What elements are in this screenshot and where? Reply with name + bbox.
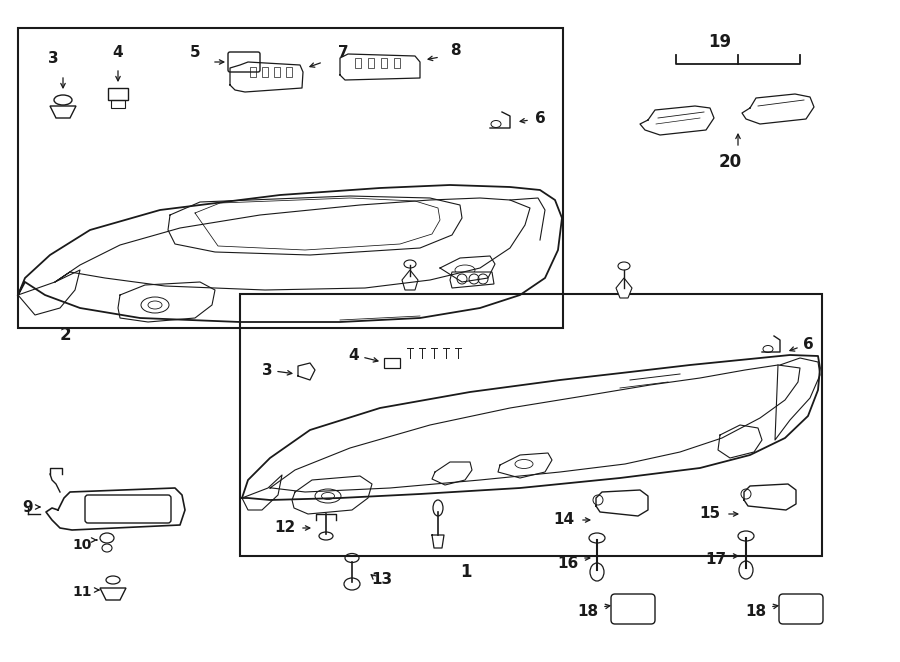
Text: 19: 19 — [708, 33, 732, 51]
Text: 3: 3 — [48, 50, 58, 66]
Text: 20: 20 — [718, 153, 742, 171]
Text: 18: 18 — [578, 604, 599, 620]
Polygon shape — [402, 270, 418, 290]
Text: 8: 8 — [450, 42, 460, 58]
Bar — [250, 67, 256, 77]
Polygon shape — [616, 278, 632, 298]
Bar — [262, 67, 268, 77]
Text: 5: 5 — [190, 44, 201, 60]
Bar — [394, 58, 400, 68]
Text: 11: 11 — [72, 585, 92, 599]
Text: 6: 6 — [535, 111, 545, 126]
Text: 18: 18 — [745, 604, 767, 620]
Bar — [355, 58, 361, 68]
Bar — [286, 67, 292, 77]
Text: 7: 7 — [338, 44, 348, 60]
Text: 13: 13 — [372, 573, 392, 587]
Text: 16: 16 — [557, 557, 579, 571]
Text: 3: 3 — [262, 363, 292, 377]
Text: 2: 2 — [59, 326, 71, 344]
Text: 4: 4 — [112, 44, 123, 60]
Text: 4: 4 — [348, 348, 378, 363]
Text: 1: 1 — [460, 563, 472, 581]
Text: 15: 15 — [699, 506, 721, 522]
Bar — [274, 67, 280, 77]
Text: 9: 9 — [22, 500, 33, 516]
Bar — [368, 58, 374, 68]
Text: 14: 14 — [554, 512, 574, 528]
Text: 10: 10 — [72, 538, 92, 552]
Bar — [240, 294, 822, 556]
Bar — [18, 28, 563, 328]
Polygon shape — [450, 272, 494, 288]
Text: 17: 17 — [706, 553, 726, 567]
Text: 12: 12 — [274, 520, 295, 536]
Text: 6: 6 — [790, 336, 814, 352]
Bar — [381, 58, 387, 68]
